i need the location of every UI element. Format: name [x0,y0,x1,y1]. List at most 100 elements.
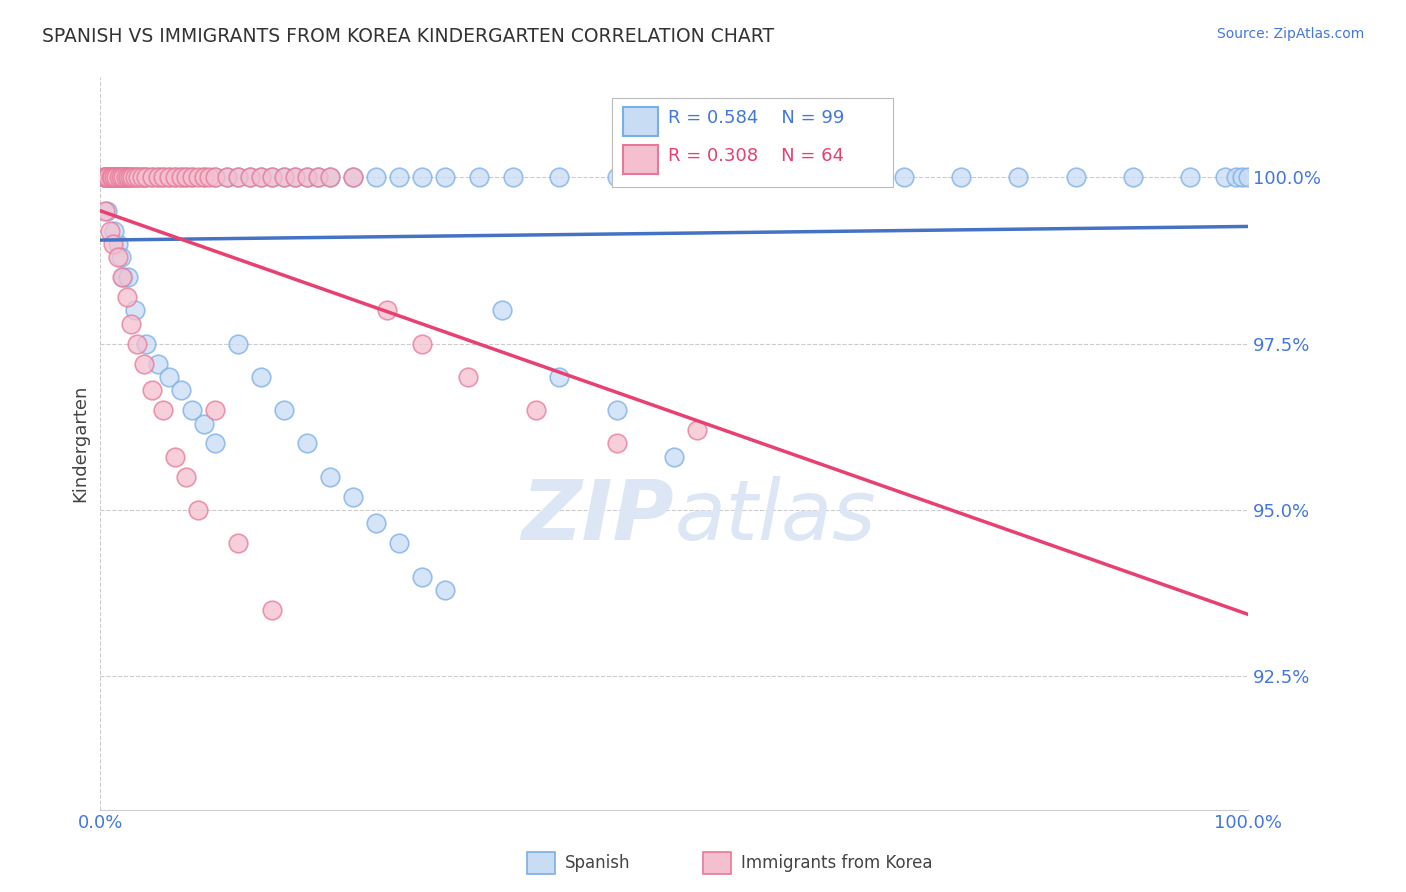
Point [124,170,146,185]
Point [120,170,142,185]
Text: ZIP: ZIP [522,476,673,558]
Point [108,170,131,185]
Point [96,170,118,185]
Point [388,170,411,185]
Point [893,170,915,185]
Point [114,170,136,185]
Point [107,170,129,185]
Point [295,170,318,185]
Point [111,170,134,185]
Point [250,370,273,384]
Point [606,436,628,450]
Point [115,170,138,185]
Point [204,170,226,185]
Point [548,170,571,185]
Point [110,170,132,185]
Point [686,423,709,437]
Point [94,170,117,185]
Point [295,436,318,450]
Point [105,170,128,185]
Point [226,170,249,185]
Point [949,170,972,185]
Point [107,170,129,185]
Point [176,170,198,185]
Point [107,250,129,264]
Point [117,170,139,185]
Point [157,370,180,384]
Point [193,417,215,431]
Point [101,170,124,185]
Point [606,170,628,185]
Point [273,170,295,185]
Point [129,170,152,185]
Point [457,370,479,384]
Point [125,336,148,351]
Point [101,170,124,185]
Text: Immigrants from Korea: Immigrants from Korea [741,854,932,871]
Point [124,170,146,185]
Point [226,170,249,185]
Point [606,403,628,417]
Point [226,336,249,351]
Point [491,303,513,318]
Point [97,170,120,185]
Point [131,170,153,185]
Point [433,582,456,597]
Point [193,170,215,185]
Point [411,569,433,583]
Point [1007,170,1029,185]
Point [152,170,174,185]
Point [307,170,329,185]
Point [146,357,169,371]
Text: R = 0.308    N = 64: R = 0.308 N = 64 [668,147,844,165]
Point [132,357,155,371]
Point [100,170,122,185]
Point [375,303,398,318]
Point [127,170,149,185]
Point [662,170,685,185]
Text: SPANISH VS IMMIGRANTS FROM KOREA KINDERGARTEN CORRELATION CHART: SPANISH VS IMMIGRANTS FROM KOREA KINDERG… [42,27,775,45]
Point [112,270,135,285]
Point [97,170,120,185]
Point [93,170,115,185]
Point [114,170,136,185]
Point [215,170,238,185]
Point [98,170,121,185]
Point [112,170,135,185]
Point [112,170,135,185]
Point [526,403,548,417]
Point [135,336,157,351]
Point [198,170,221,185]
Point [146,170,169,185]
Point [135,170,157,185]
Y-axis label: Kindergarten: Kindergarten [72,384,89,502]
Point [284,170,307,185]
Point [226,536,249,550]
Point [163,170,186,185]
Point [101,170,124,185]
Point [141,383,163,397]
Point [720,170,742,185]
Point [273,403,295,417]
Point [93,170,115,185]
Point [262,170,284,185]
Point [307,170,329,185]
Point [132,170,155,185]
Point [163,170,186,185]
Point [1230,170,1253,185]
Point [110,250,132,264]
Point [120,170,142,185]
Point [319,170,342,185]
Point [835,170,858,185]
Point [204,403,226,417]
Point [181,170,204,185]
Point [176,170,198,185]
Point [121,170,143,185]
Point [100,170,122,185]
Point [103,170,125,185]
Point [103,170,125,185]
Point [115,290,138,304]
Point [411,336,433,351]
Point [342,490,364,504]
Point [187,170,209,185]
